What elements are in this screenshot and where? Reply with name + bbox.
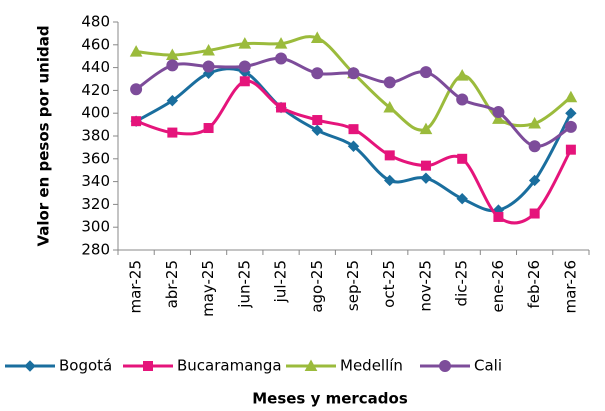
legend-label: Bucaramanga (177, 357, 282, 375)
x-tick-label: ene-26 (489, 260, 507, 312)
data-point (202, 43, 215, 56)
data-point (528, 174, 541, 187)
data-point (238, 60, 251, 73)
x-tick-label: dic-25 (453, 260, 471, 306)
data-point (455, 69, 469, 81)
data-point (238, 37, 252, 49)
data-point (311, 67, 324, 80)
data-point (239, 76, 250, 87)
legend-label: Cali (474, 357, 502, 375)
data-point (310, 31, 324, 43)
y-tick-label: 460 (81, 35, 110, 53)
legend-label: Medellín (340, 357, 403, 375)
legend-marker (304, 359, 318, 371)
data-point (456, 93, 469, 106)
y-tick-label: 320 (81, 195, 110, 213)
x-tick-label: oct-25 (380, 260, 398, 308)
y-tick-label: 300 (81, 218, 110, 236)
data-point (276, 102, 287, 113)
data-point (565, 107, 577, 119)
data-point (274, 37, 288, 49)
series-line (135, 35, 572, 132)
x-tick-label: nov-25 (416, 260, 434, 312)
data-point (166, 59, 179, 72)
data-point (457, 153, 468, 164)
data-point (384, 150, 395, 161)
x-tick-label: may-25 (199, 260, 217, 317)
x-tick-label: jul-25 (272, 260, 290, 303)
data-point (565, 144, 576, 155)
data-point (275, 52, 288, 65)
x-axis-title: Meses y mercados (252, 390, 408, 408)
data-point (420, 160, 431, 171)
data-point (311, 124, 323, 137)
data-point (456, 192, 468, 205)
data-point (347, 140, 360, 152)
data-point (529, 208, 540, 219)
data-point (166, 94, 179, 107)
data-point (348, 124, 359, 135)
x-tick-label: abr-25 (163, 260, 181, 308)
data-point (528, 140, 541, 153)
data-point (203, 123, 214, 134)
data-point (564, 90, 578, 103)
data-point (202, 60, 215, 73)
x-tick-label: ago-25 (308, 260, 326, 313)
x-tick-label: mar-25 (127, 260, 145, 314)
data-point (383, 76, 396, 89)
legend-marker (24, 360, 36, 372)
x-tick-label: feb-26 (525, 260, 543, 309)
y-tick-label: 280 (81, 241, 110, 259)
y-tick-label: 380 (81, 127, 110, 145)
data-point (419, 122, 433, 135)
data-point (129, 45, 143, 57)
data-point (130, 83, 143, 96)
x-tick-label: jun-25 (235, 260, 253, 309)
data-point (347, 67, 360, 80)
data-point (420, 172, 432, 184)
data-point (384, 174, 396, 187)
legend-marker (439, 360, 451, 372)
data-point (383, 100, 397, 113)
legend-label: Bogotá (59, 357, 112, 375)
legend-marker (143, 361, 153, 371)
data-point (312, 115, 323, 126)
data-point (528, 116, 541, 129)
data-point (419, 66, 432, 79)
data-point (493, 211, 504, 222)
data-point (492, 112, 505, 124)
x-tick-label: sep-25 (344, 260, 362, 311)
data-point (131, 116, 142, 127)
series-line (135, 67, 573, 213)
data-point (167, 127, 178, 138)
y-tick-label: 440 (81, 58, 110, 76)
x-tick-label: mar-26 (561, 260, 579, 314)
data-point (564, 120, 577, 133)
y-tick-label: 420 (81, 81, 110, 99)
data-point (492, 106, 505, 119)
y-tick-label: 360 (81, 149, 110, 167)
y-tick-label: 480 (81, 13, 110, 31)
y-axis-title: Valor en pesos por unidad (35, 25, 53, 246)
y-tick-label: 340 (81, 172, 110, 190)
y-tick-label: 400 (81, 104, 110, 122)
